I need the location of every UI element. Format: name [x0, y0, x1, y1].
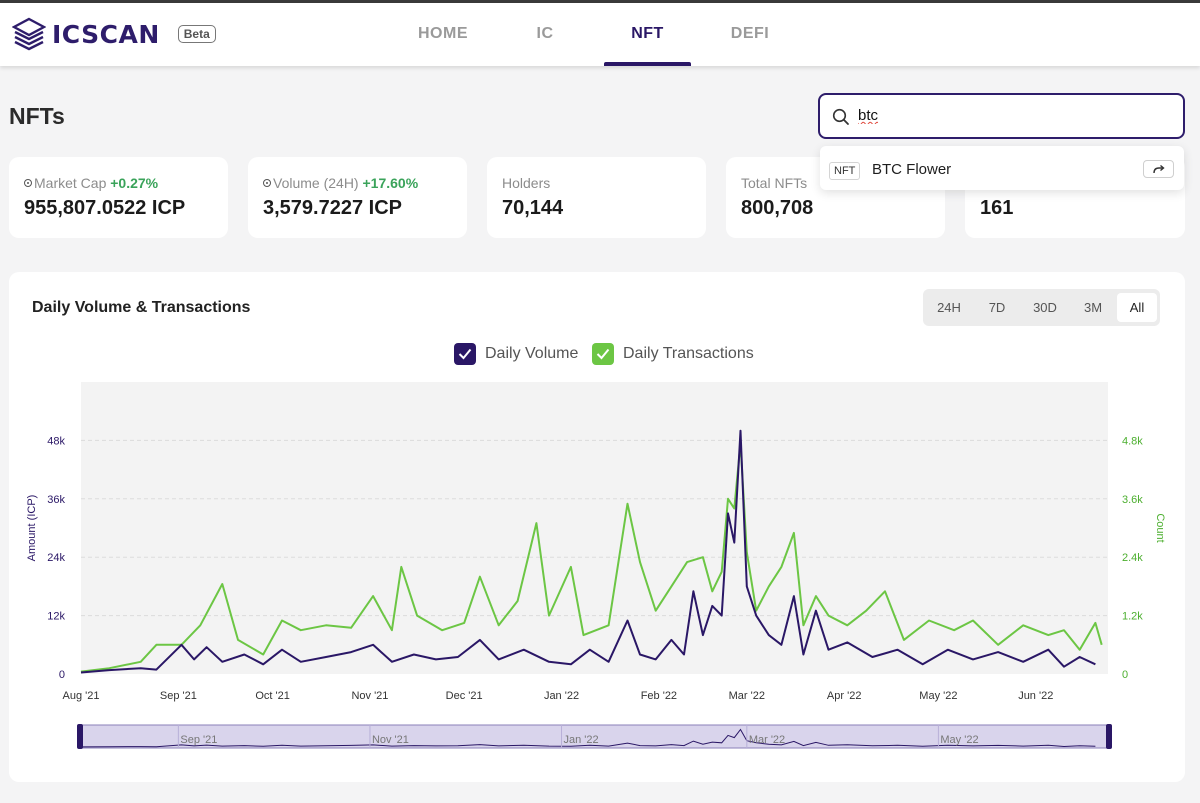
- x-tick-label: Dec '21: [446, 690, 483, 702]
- result-open-button[interactable]: [1143, 160, 1174, 178]
- top-navbar: ICSCAN Beta HOME IC NFT DEFI: [0, 3, 1200, 66]
- checkbox-checked-icon: [592, 343, 614, 365]
- legend-label: Daily Transactions: [623, 345, 754, 362]
- y-right-tick-label: 1.2k: [1122, 611, 1143, 623]
- chart-canvas[interactable]: 0 0 12k 1.2k 24k 2.4k 36k 3.6k 48k 4.8k Amount (IC…: [9, 272, 1185, 782]
- y-right-tick-label: 3.6k: [1122, 494, 1143, 506]
- y-left-axis-title: Amount (ICP): [26, 495, 38, 562]
- y-right-tick-label: 2.4k: [1122, 552, 1143, 564]
- plot-background: [81, 382, 1108, 674]
- stat-card-market-cap: Market Cap +0.27% 955,807.0522 ICP: [9, 157, 228, 238]
- chart-title: Daily Volume & Transactions: [32, 299, 251, 316]
- x-tick-label: Nov '21: [351, 690, 388, 702]
- y-left-tick-label: 0: [59, 669, 65, 681]
- series-line-daily-transactions: [80, 441, 1103, 673]
- series-line-daily-volume: [80, 429, 1096, 674]
- x-tick-label: Mar '22: [729, 690, 765, 702]
- stat-card-volume: Volume (24H) +17.60% 3,579.7227 ICP: [248, 157, 467, 238]
- y-left-tick-label: 36k: [47, 494, 65, 506]
- x-tick-label: Feb '22: [641, 690, 677, 702]
- brand-logo[interactable]: ICSCAN Beta: [12, 17, 216, 51]
- navigator-left-handle[interactable]: [77, 724, 83, 749]
- stat-value: 955,807.0522 ICP: [24, 197, 186, 219]
- time-range-selector: 24H 7D 30D 3M All: [923, 289, 1160, 326]
- nav-home-label: HOME: [418, 25, 468, 42]
- range-24h-button[interactable]: 24H: [937, 300, 961, 315]
- stat-change: +17.60%: [362, 175, 419, 191]
- x-tick-label: Apr '22: [827, 690, 862, 702]
- nav-nft-label: NFT: [631, 25, 664, 42]
- y-left-tick-label: 12k: [47, 611, 65, 623]
- legend-daily-volume[interactable]: Daily Volume: [454, 343, 578, 365]
- stat-value: 3,579.7227 ICP: [263, 197, 402, 219]
- x-tick-label: May '22: [919, 690, 957, 702]
- legend-daily-transactions[interactable]: Daily Transactions: [592, 343, 754, 365]
- y-left-tick-label: 48k: [47, 435, 65, 447]
- navigator-tick-label: Nov '21: [372, 734, 409, 746]
- x-tick-label: Jun '22: [1018, 690, 1053, 702]
- stat-change: +0.27%: [110, 175, 159, 191]
- nav-active-indicator: [604, 62, 691, 66]
- y-right-axis-title: Count: [1154, 513, 1166, 542]
- nav-defi[interactable]: DEFI: [705, 3, 795, 66]
- beta-badge: Beta: [177, 25, 216, 43]
- range-3m-button[interactable]: 3M: [1083, 300, 1103, 315]
- stat-label: Market Cap +0.27%: [24, 175, 158, 191]
- stat-value: 161: [980, 197, 1014, 219]
- navigator-tick-label: Mar '22: [749, 734, 785, 746]
- stat-label-text: Volume (24H): [273, 175, 359, 191]
- info-icon[interactable]: [24, 179, 32, 187]
- navigator-series-line: [80, 728, 1096, 748]
- stat-value: 800,708: [741, 197, 814, 219]
- logo-icon: [12, 17, 46, 51]
- x-tick-label: Sep '21: [160, 690, 197, 702]
- nav-home[interactable]: HOME: [398, 3, 488, 66]
- x-tick-label: Oct '21: [255, 690, 290, 702]
- navigator-right-handle[interactable]: [1106, 724, 1112, 749]
- range-7d-button[interactable]: 7D: [988, 300, 1006, 315]
- info-icon[interactable]: [263, 179, 271, 187]
- stat-label-text: Market Cap: [34, 175, 107, 191]
- window-top-border: [0, 0, 1200, 3]
- nav-ic[interactable]: IC: [500, 3, 590, 66]
- stat-value: 70,144: [502, 197, 564, 219]
- forward-arrow-icon: [1152, 164, 1165, 174]
- nav-nft[interactable]: NFT: [604, 3, 691, 66]
- nav-ic-label: IC: [536, 25, 554, 42]
- search-result-item[interactable]: NFT BTC Flower: [820, 146, 1184, 190]
- range-all-button[interactable]: All: [1117, 293, 1157, 322]
- y-right-tick-label: 0: [1122, 669, 1128, 681]
- result-type-tag: NFT: [829, 162, 861, 180]
- navigator-tick-label: May '22: [940, 734, 978, 746]
- y-left-tick-label: 24k: [47, 552, 65, 564]
- chart-card: Daily Volume & Transactions 24H 7D 30D 3…: [9, 272, 1185, 782]
- x-tick-label: Jan '22: [544, 690, 579, 702]
- checkbox-checked-icon: [454, 343, 476, 365]
- result-name: BTC Flower: [872, 161, 952, 178]
- logo-text: ICSCAN: [52, 19, 160, 49]
- search-results-dropdown: NFT BTC Flower: [820, 146, 1184, 190]
- stat-label: Volume (24H) +17.60%: [263, 175, 418, 191]
- legend-label: Daily Volume: [485, 345, 579, 362]
- search-icon: [832, 108, 850, 131]
- x-tick-label: Aug '21: [63, 690, 100, 702]
- page-title: NFTs: [9, 103, 65, 129]
- search-input[interactable]: [858, 107, 1158, 124]
- stat-label-text: Holders: [502, 175, 551, 191]
- y-right-tick-label: 4.8k: [1122, 435, 1143, 447]
- navigator-tick-label: Sep '21: [180, 734, 217, 746]
- navigator-tick-label: Jan '22: [564, 734, 599, 746]
- stat-label-text: Total NFTs: [741, 175, 808, 191]
- nav-defi-label: DEFI: [730, 25, 770, 42]
- range-30d-button[interactable]: 30D: [1033, 300, 1057, 315]
- stat-card-holders: Holders 70,144: [487, 157, 706, 238]
- search-box[interactable]: [818, 93, 1185, 139]
